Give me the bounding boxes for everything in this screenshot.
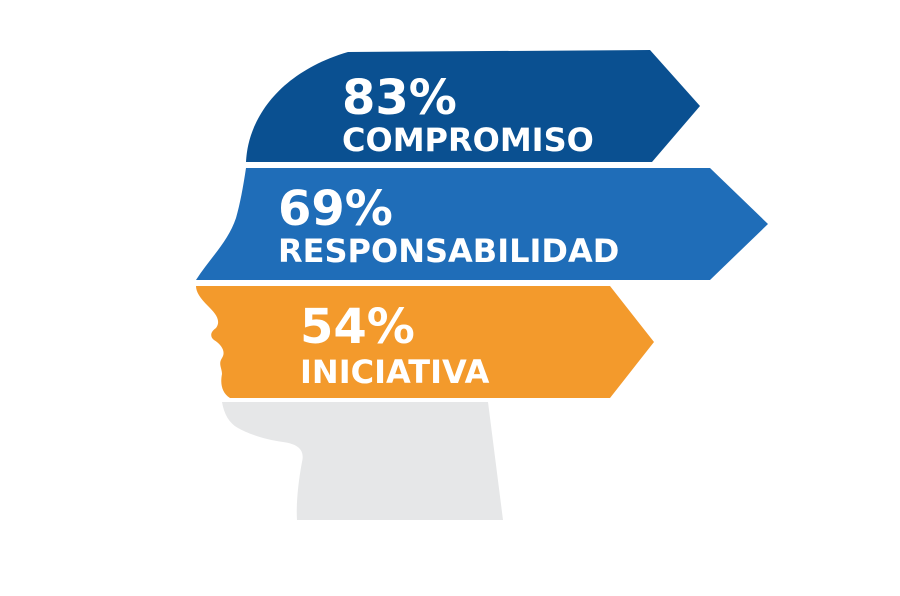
responsabilidad-label: RESPONSABILIDAD bbox=[278, 232, 619, 270]
compromiso-value: 83% bbox=[342, 70, 457, 126]
band-compromiso bbox=[246, 50, 700, 162]
band-responsabilidad bbox=[196, 168, 768, 280]
head-neck-shape bbox=[222, 402, 503, 520]
responsabilidad-value: 69% bbox=[278, 181, 393, 237]
iniciativa-label: INICIATIVA bbox=[300, 353, 490, 391]
band-iniciativa bbox=[196, 286, 654, 398]
iniciativa-value: 54% bbox=[300, 299, 415, 355]
compromiso-label: COMPROMISO bbox=[342, 121, 594, 159]
